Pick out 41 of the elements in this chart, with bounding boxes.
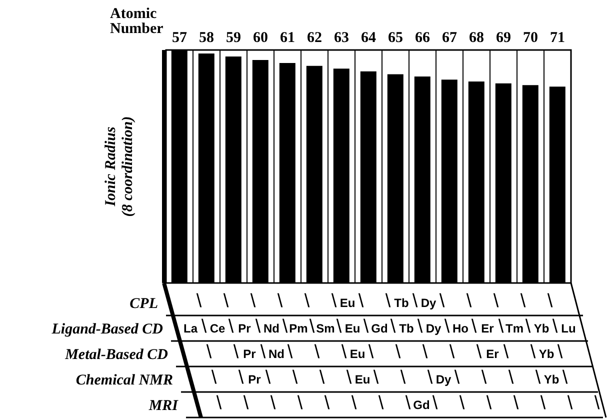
- bar: [468, 81, 484, 283]
- bar: [522, 85, 538, 283]
- bar: [549, 86, 566, 283]
- text: La\Ce\Pr\Nd\Pm\Sm\Eu\Gd\Tb\Dy\Ho\Er\Tm\Yb\Lu: [183, 316, 576, 338]
- bar: [387, 74, 404, 283]
- x-tick-label: 62: [307, 30, 322, 46]
- x-tick-label: 60: [253, 30, 268, 46]
- text: \ \Pr\ \ \ \Eu\ \ \Dy\ \ \ \Yb\: [211, 368, 568, 388]
- text: MRI: [148, 398, 180, 414]
- x-tick-label: 69: [496, 30, 511, 46]
- bar: [414, 76, 430, 283]
- x-tick-label: 71: [550, 30, 565, 46]
- text: Ligand-Based CD: [50, 322, 164, 338]
- text: Chemical NMR: [76, 372, 173, 388]
- x-tick-label: 58: [199, 30, 214, 46]
- x-tick-label: 59: [226, 30, 241, 46]
- x-tick-label: 61: [280, 30, 295, 46]
- x-tick-label: 70: [523, 30, 538, 46]
- x-tick-label: 66: [415, 30, 430, 46]
- text: CPL: [130, 296, 158, 312]
- x-axis-title: Atomic Number: [110, 6, 164, 37]
- bar: [198, 53, 214, 283]
- bar: [252, 60, 268, 283]
- text: \ \Pr\Nd\ \ \Eu\ \ \ \ \Er\ \Yb\: [206, 342, 563, 363]
- x-tick-label: 63: [334, 30, 349, 46]
- x-tick-label: 65: [388, 30, 403, 46]
- bar: [225, 56, 242, 283]
- bar: [279, 63, 296, 283]
- text: \ \ \ \ \ \Eu\ \Tb\Dy\ \ \ \ \: [196, 291, 553, 312]
- bar: [495, 83, 512, 283]
- bar: [306, 66, 322, 283]
- x-tick-label: 67: [442, 30, 458, 46]
- x-tick-label: 64: [361, 30, 376, 46]
- y-axis-title: Ionic Radius (8 coordination): [103, 116, 136, 217]
- text: Metal-Based CD: [64, 347, 168, 363]
- text: \ \ \ \ \ \ \ \Gd\ \ \ \ \ \ \: [216, 393, 600, 414]
- x-tick-label: 68: [469, 30, 484, 46]
- bar: [441, 80, 458, 283]
- bar: [333, 68, 350, 283]
- bar: [360, 71, 376, 283]
- x-tick-label: 57: [172, 30, 188, 46]
